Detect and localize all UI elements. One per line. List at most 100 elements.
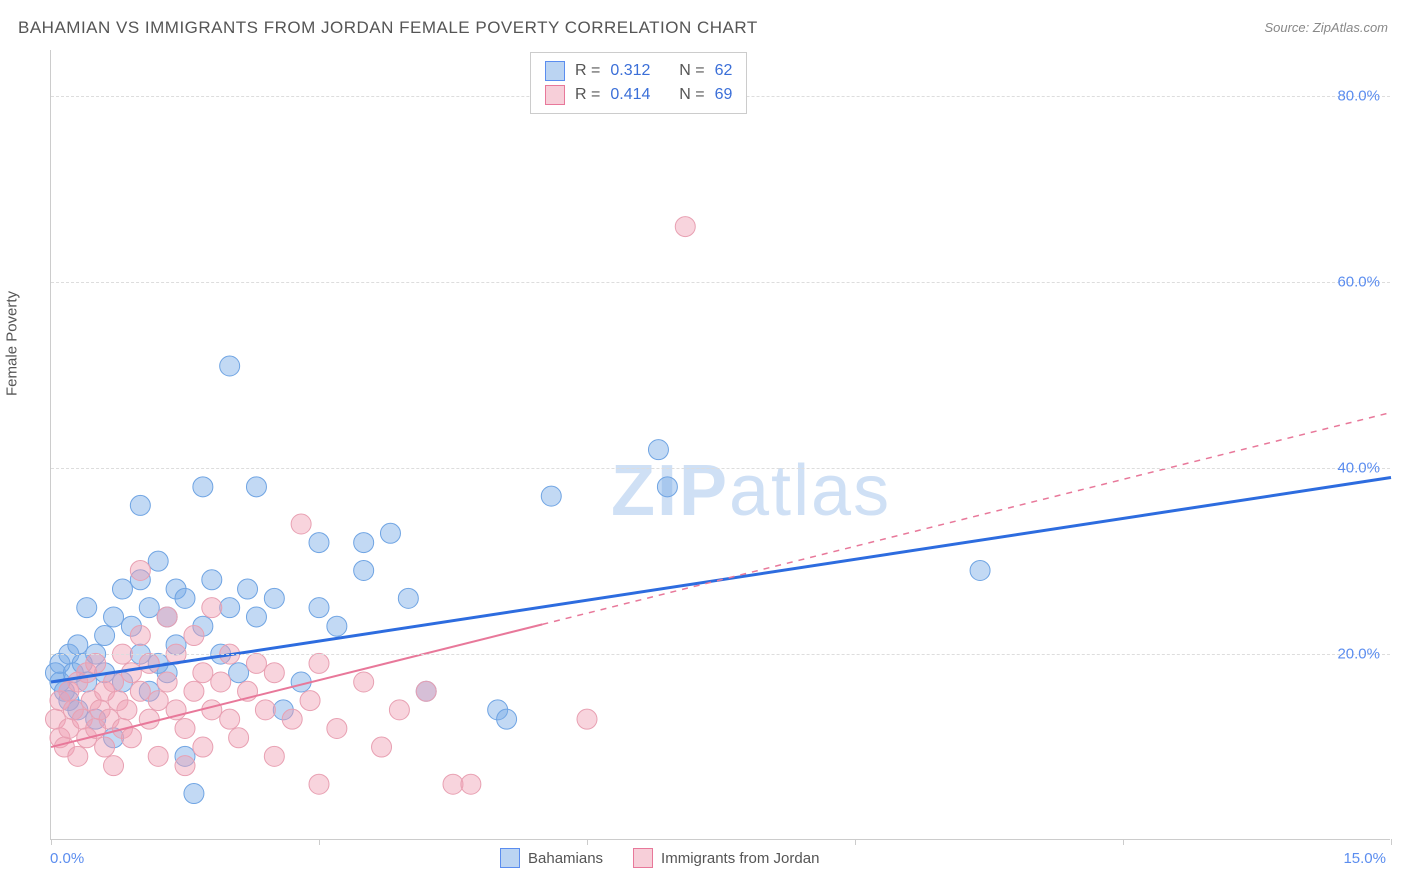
data-point (121, 663, 141, 683)
data-point (130, 626, 150, 646)
y-tick-label: 40.0% (1337, 460, 1380, 477)
legend-swatch-pink-icon (633, 848, 653, 868)
x-tick (1123, 839, 1124, 845)
data-point (220, 598, 240, 618)
x-tick (855, 839, 856, 845)
stats-legend-box: R = 0.312 N = 62 R = 0.414 N = 69 (530, 52, 747, 114)
data-point (255, 700, 275, 720)
data-point (220, 356, 240, 376)
bottom-legend: Bahamians Immigrants from Jordan (500, 848, 819, 868)
source-attribution: Source: ZipAtlas.com (1264, 20, 1388, 35)
plot-area: ZIPatlas 20.0%40.0%60.0%80.0% (50, 50, 1390, 840)
data-point (380, 523, 400, 543)
x-axis-min-label: 0.0% (50, 850, 84, 867)
data-point (68, 746, 88, 766)
n-label-1: N = (679, 62, 704, 80)
data-point (121, 728, 141, 748)
x-tick (587, 839, 588, 845)
data-point (104, 756, 124, 776)
legend-label-2: Immigrants from Jordan (661, 850, 819, 867)
data-point (246, 607, 266, 627)
data-point (238, 579, 258, 599)
data-point (157, 672, 177, 692)
data-point (148, 551, 168, 571)
r-label-1: R = (575, 62, 600, 80)
gridline (51, 468, 1390, 469)
data-point (246, 653, 266, 673)
data-point (95, 737, 115, 757)
x-tick (51, 839, 52, 845)
legend-swatch-blue-icon (500, 848, 520, 868)
data-point (309, 774, 329, 794)
legend-item-1: Bahamians (500, 848, 603, 868)
n-value-1: 62 (715, 62, 733, 80)
r-value-1: 0.312 (610, 62, 650, 80)
data-point (461, 774, 481, 794)
x-tick (1391, 839, 1392, 845)
chart-title: BAHAMIAN VS IMMIGRANTS FROM JORDAN FEMAL… (18, 18, 758, 38)
data-point (443, 774, 463, 794)
data-point (309, 533, 329, 553)
data-point (372, 737, 392, 757)
data-point (157, 607, 177, 627)
data-point (139, 598, 159, 618)
data-point (398, 588, 418, 608)
n-value-2: 69 (715, 86, 733, 104)
data-point (657, 477, 677, 497)
legend-item-2: Immigrants from Jordan (633, 848, 819, 868)
y-tick-label: 60.0% (1337, 274, 1380, 291)
data-point (95, 626, 115, 646)
data-point (117, 700, 137, 720)
data-point (291, 514, 311, 534)
data-point (416, 681, 436, 701)
data-point (309, 653, 329, 673)
scatter-svg (51, 50, 1390, 839)
x-tick (319, 839, 320, 845)
stats-row-2: R = 0.414 N = 69 (545, 83, 732, 107)
data-point (77, 598, 97, 618)
data-point (541, 486, 561, 506)
data-point (282, 709, 302, 729)
data-point (112, 579, 132, 599)
data-point (193, 663, 213, 683)
data-point (130, 681, 150, 701)
data-point (202, 598, 222, 618)
data-point (175, 588, 195, 608)
data-point (229, 663, 249, 683)
data-point (577, 709, 597, 729)
data-point (264, 746, 284, 766)
gridline (51, 654, 1390, 655)
data-point (264, 588, 284, 608)
data-point (264, 663, 284, 683)
data-point (327, 718, 347, 738)
y-tick-label: 20.0% (1337, 646, 1380, 663)
x-axis-max-label: 15.0% (1343, 850, 1386, 867)
data-point (309, 598, 329, 618)
data-point (970, 560, 990, 580)
data-point (220, 709, 240, 729)
data-point (497, 709, 517, 729)
data-point (354, 533, 374, 553)
gridline (51, 282, 1390, 283)
data-point (202, 700, 222, 720)
swatch-pink-icon (545, 85, 565, 105)
data-point (175, 718, 195, 738)
data-point (184, 626, 204, 646)
data-point (175, 756, 195, 776)
r-label-2: R = (575, 86, 600, 104)
swatch-blue-icon (545, 61, 565, 81)
data-point (193, 737, 213, 757)
stats-row-1: R = 0.312 N = 62 (545, 59, 732, 83)
data-point (389, 700, 409, 720)
data-point (130, 560, 150, 580)
data-point (68, 635, 88, 655)
data-point (202, 570, 222, 590)
y-tick-label: 80.0% (1337, 88, 1380, 105)
n-label-2: N = (679, 86, 704, 104)
legend-label-1: Bahamians (528, 850, 603, 867)
data-point (184, 681, 204, 701)
data-point (86, 653, 106, 673)
data-point (300, 691, 320, 711)
data-point (246, 477, 266, 497)
data-point (354, 560, 374, 580)
